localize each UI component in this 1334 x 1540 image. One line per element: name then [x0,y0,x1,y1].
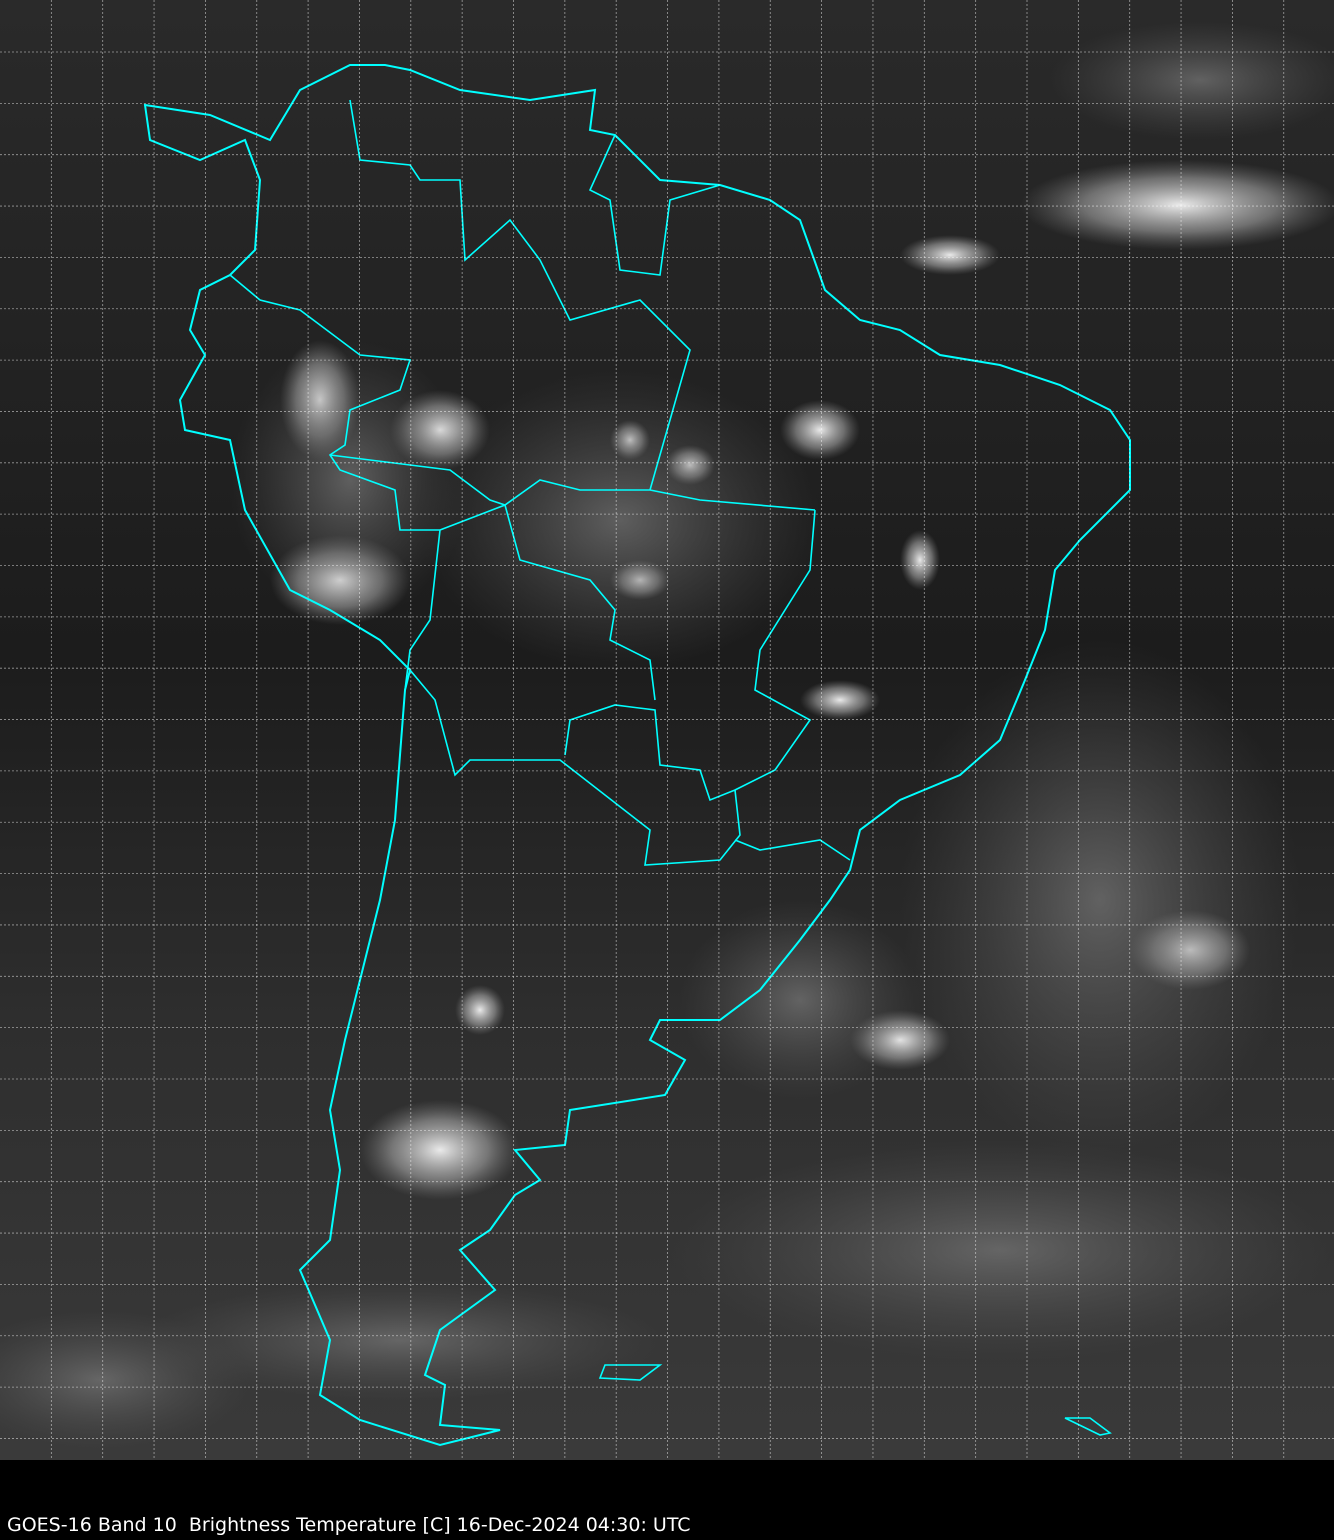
cloud-layer [0,20,1334,1450]
country-borders [229,99,851,866]
haze-patch [680,900,920,1100]
haze-patch [230,340,470,620]
cloud-patch [900,235,1000,275]
haze-patch [670,1140,1330,1360]
island-south-georgia [1064,1417,1112,1436]
haze-patch [420,370,820,670]
cloud-patch [900,530,940,590]
lat-lon-grid [0,0,1334,1460]
image-caption: GOES-16 Band 10 Brightness Temperature [… [7,1514,691,1536]
cloud-patch [1020,160,1334,250]
haze-patch [0,1310,250,1450]
cloud-patch [800,680,880,720]
cloud-patch [360,1100,520,1200]
haze-patch [1050,20,1334,140]
satellite-image [0,0,1334,1460]
cloud-patch [455,985,505,1035]
haze-patch [140,1280,660,1400]
island-falklands [598,1364,663,1381]
cloud-patch [780,400,860,460]
haze-patch [900,640,1300,1160]
